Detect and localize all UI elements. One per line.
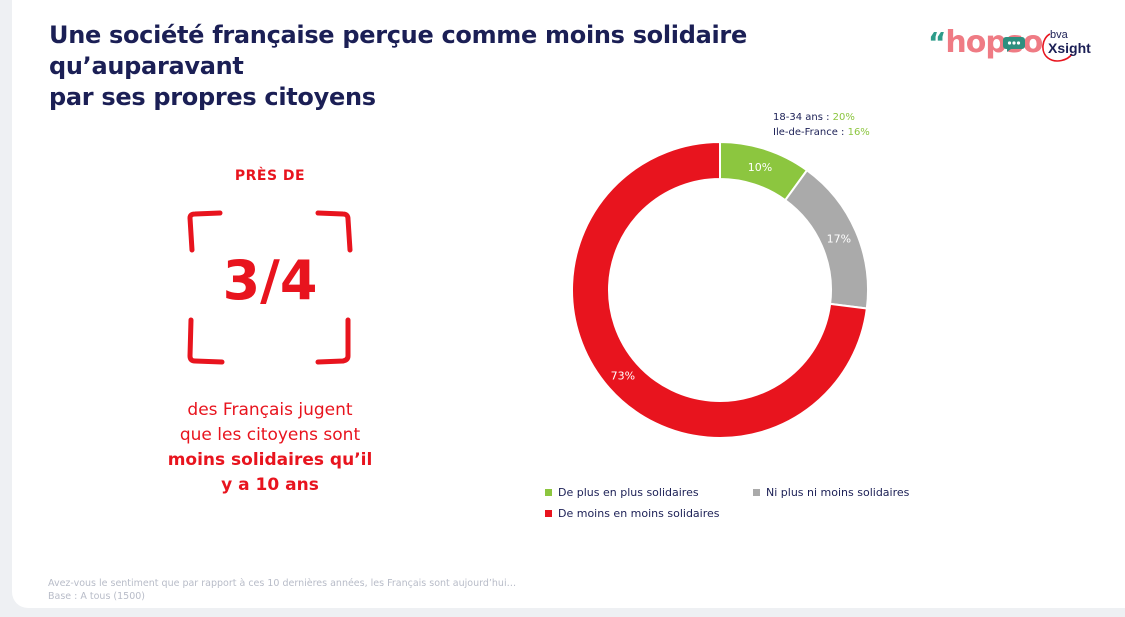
donut-slice-2 xyxy=(571,140,868,439)
donut-label-1: 17% xyxy=(827,233,851,246)
callout-18-34-value: 20% xyxy=(832,112,855,123)
bva-text: bva xyxy=(1050,29,1069,41)
donut-label-0: 10% xyxy=(748,161,772,174)
subgroup-callout: 18-34 ans : 20% Ile-de-France : 16% xyxy=(773,110,870,140)
statement-line-3: moins solidaires qu’il xyxy=(167,450,373,470)
frame-corner-top-right xyxy=(315,210,353,253)
title-line-2: par ses propres citoyens xyxy=(49,83,376,111)
legend-item-neutral: Ni plus ni moins solidaires xyxy=(753,486,909,499)
footnote-question: Avez-vous le sentiment que par rapport à… xyxy=(48,578,517,589)
highlight-prefix: PRÈS DE xyxy=(234,168,306,184)
callout-idf-label: Ile-de-France : xyxy=(773,127,848,138)
statement-line-4: y a 10 ans xyxy=(221,475,319,495)
title-line-1: Une société française perçue comme moins… xyxy=(49,21,747,80)
footnote: Avez-vous le sentiment que par rapport à… xyxy=(48,577,516,603)
footnote-base: Base : A tous (1500) xyxy=(48,591,146,602)
bva-xsight-logo: bva Xsight xyxy=(1042,29,1091,62)
legend-label-plus: De plus en plus solidaires xyxy=(558,486,699,499)
donut-label-2: 73% xyxy=(611,370,635,383)
frame-corner-bottom-left xyxy=(187,317,225,365)
legend-label-moins: De moins en moins solidaires xyxy=(558,507,720,520)
speech-bubble-icon xyxy=(1003,37,1025,52)
frame-corner-bottom-right xyxy=(315,317,351,365)
statement-line-1: des Français jugent xyxy=(187,400,353,420)
legend-swatch-plus xyxy=(545,489,552,496)
legend-label-neutral: Ni plus ni moins solidaires xyxy=(766,486,910,499)
hopso-logo: “hopso xyxy=(928,25,1043,60)
callout-idf: Ile-de-France : 16% xyxy=(773,125,870,140)
legend-item-moins: De moins en moins solidaires xyxy=(545,507,720,520)
callout-idf-value: 16% xyxy=(847,127,870,138)
xsight-text: Xsight xyxy=(1048,40,1091,56)
highlight-frame xyxy=(187,210,353,365)
legend-swatch-neutral xyxy=(753,489,760,496)
slide-background xyxy=(12,0,1125,608)
legend-item-plus: De plus en plus solidaires xyxy=(545,486,699,499)
statement-line-2: que les citoyens sont xyxy=(179,425,361,445)
donut-chart: 10% 17% 73% xyxy=(571,140,869,439)
highlight-figure: 3/4 xyxy=(222,249,318,312)
legend-swatch-moins xyxy=(545,510,552,517)
frame-corner-top-left xyxy=(187,210,223,253)
page-title: Une société française perçue comme moins… xyxy=(49,20,909,113)
highlight-statement: des Français jugent que les citoyens son… xyxy=(150,398,390,498)
callout-18-34-label: 18-34 ans : xyxy=(773,112,833,123)
callout-18-34: 18-34 ans : 20% xyxy=(773,110,870,125)
hopso-logo-text: hopso xyxy=(945,25,1043,60)
